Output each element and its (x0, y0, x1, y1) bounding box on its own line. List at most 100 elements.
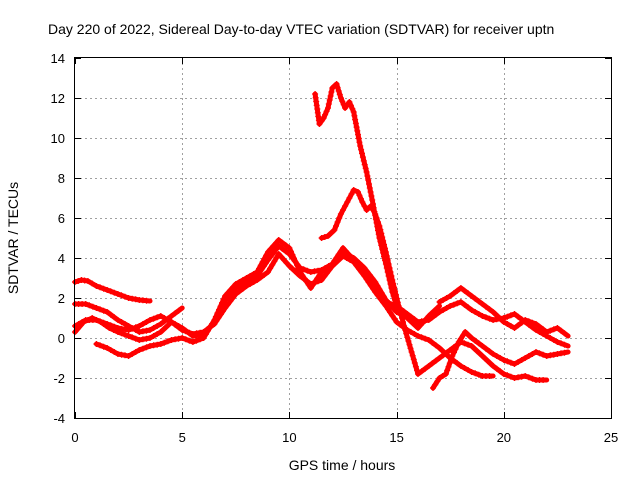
marker-arc-4-16 (129, 325, 136, 332)
marker-arc-5-133 (472, 370, 479, 377)
marker-arc-5-92 (350, 259, 357, 265)
marker-arc-5-81 (316, 272, 323, 279)
marker-arc-2-3 (82, 301, 89, 307)
marker-arc-8-6 (444, 367, 451, 374)
marker-arc-5-73 (299, 272, 306, 279)
marker-arc-5-130 (461, 365, 468, 371)
marker-arc-5-47 (236, 279, 243, 285)
marker-arc-3-112 (415, 325, 421, 331)
marker-arc-3-16 (129, 334, 136, 341)
marker-arc-4-22 (150, 315, 157, 322)
marker-arc-5-95 (358, 269, 365, 276)
marker-arc-7-1 (321, 234, 328, 240)
marker-arc-9-21 (507, 323, 514, 329)
marker-arc-1-8 (100, 285, 107, 292)
marker-arc-4-9 (104, 321, 111, 327)
marker-arc-7-90 (497, 368, 504, 375)
marker-arc-6-40 (357, 143, 364, 149)
marker-arc-8-31 (511, 361, 518, 367)
marker-arc-6-28 (346, 99, 353, 105)
marker-arc-8-36 (529, 351, 536, 357)
marker-arc-8-3 (436, 375, 443, 381)
marker-arc-2-4 (86, 302, 93, 309)
data-series (72, 81, 571, 391)
marker-arc-6-24 (339, 98, 346, 105)
marker-arc-4-74 (304, 267, 311, 274)
marker-arc-5-90 (343, 255, 350, 261)
marker-arc-9-14 (486, 306, 493, 313)
marker-arc-6-49 (365, 177, 372, 183)
marker-arc-5-71 (295, 265, 302, 272)
marker-arc-5-74 (301, 275, 308, 282)
marker-arc-7-68 (425, 363, 432, 369)
marker-arc-3-59 (267, 265, 274, 272)
marker-arc-4-24 (157, 313, 164, 319)
marker-arc-5-18 (157, 341, 164, 347)
marker-arc-5-66 (287, 248, 294, 255)
marker-arc-7-35 (384, 257, 391, 263)
marker-arc-4-7 (97, 318, 103, 325)
marker-arc-6-36 (354, 127, 361, 134)
marker-arc-8-7 (445, 363, 452, 370)
marker-arc-7-89 (493, 365, 500, 372)
marker-arc-5-79 (312, 278, 319, 285)
marker-arc-2-11 (111, 314, 118, 321)
marker-arc-6-18 (329, 85, 336, 91)
marker-arc-4-21 (147, 317, 153, 323)
marker-arc-8-23 (482, 345, 489, 352)
marker-arc-7-53 (402, 327, 409, 333)
marker-arc-8-2 (434, 378, 441, 385)
x-tick-label-0: 0 (71, 430, 78, 445)
marker-arc-8-16 (460, 332, 467, 339)
marker-arc-4-18 (136, 323, 143, 329)
marker-arc-7-37 (386, 265, 393, 271)
marker-arc-9-33 (550, 326, 557, 333)
marker-arc-7-91 (500, 371, 507, 377)
x-tick-label-3: 15 (389, 430, 403, 445)
x-axis-label: GPS time / hours (289, 457, 396, 473)
marker-arc-8-12 (452, 346, 459, 352)
marker-arc-7-29 (379, 234, 386, 241)
marker-arc-5-59 (267, 246, 274, 252)
marker-arc-4-10 (107, 322, 114, 329)
marker-arc-7-74 (447, 347, 454, 353)
series-arc-7 (318, 187, 550, 383)
marker-arc-4-113 (415, 319, 421, 325)
marker-arc-4-84 (335, 251, 342, 258)
marker-arc-2-18 (136, 329, 143, 335)
marker-arc-3-60 (269, 261, 276, 268)
marker-arc-4-2 (79, 319, 86, 325)
marker-arc-8-30 (507, 359, 514, 366)
marker-arc-8-45 (561, 349, 568, 356)
marker-arc-5-35 (211, 317, 218, 323)
series-arc-5 (93, 237, 496, 379)
marker-arc-8-8 (446, 360, 453, 367)
marker-arc-3-58 (265, 269, 271, 275)
marker-arc-8-14 (455, 339, 462, 345)
marker-arc-5-101 (372, 289, 379, 295)
y-tick-label-2: 0 (58, 331, 65, 346)
marker-arc-4-111 (407, 313, 414, 320)
marker-arc-4-147 (536, 329, 543, 335)
marker-arc-4-66 (279, 245, 286, 252)
marker-arc-7-28 (378, 230, 385, 237)
marker-arc-9-29 (536, 323, 543, 330)
marker-arc-5-118 (422, 335, 429, 342)
marker-arc-5-15 (147, 343, 153, 349)
marker-arc-7-32 (382, 245, 388, 252)
marker-arc-4-128 (468, 307, 475, 313)
marker-arc-3-14 (122, 331, 128, 338)
marker-arc-4-75 (307, 269, 314, 275)
marker-arc-3-47 (227, 298, 234, 304)
marker-arc-4-117 (429, 314, 436, 321)
marker-arc-5-33 (207, 324, 214, 331)
marker-arc-4-125 (457, 299, 464, 305)
marker-arc-5-91 (347, 257, 354, 263)
marker-arc-5-20 (164, 338, 171, 345)
marker-arc-5-14 (143, 344, 150, 351)
marker-arc-5-102 (374, 292, 381, 299)
marker-arc-7-18 (359, 199, 366, 205)
marker-arc-5-120 (429, 339, 436, 346)
marker-arc-5-128 (454, 360, 461, 367)
